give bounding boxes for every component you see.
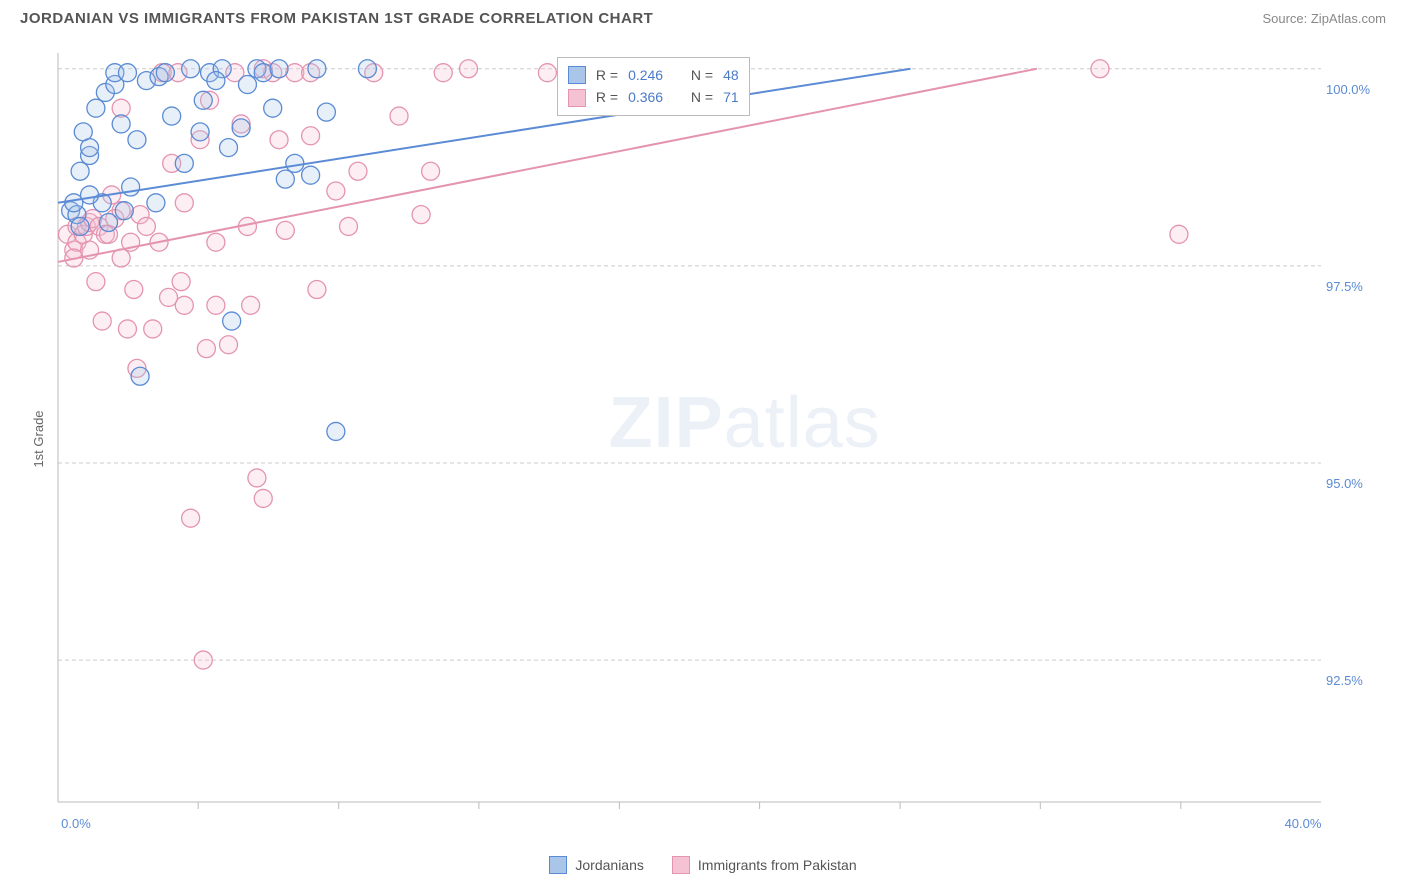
data-point [163, 107, 181, 125]
data-point [459, 60, 477, 78]
r-value-b: 0.366 [628, 86, 663, 108]
data-point [194, 651, 212, 669]
data-point [270, 60, 288, 78]
data-point [308, 281, 326, 299]
data-point [87, 273, 105, 291]
data-point [286, 154, 304, 172]
data-point [254, 489, 272, 507]
data-point [172, 273, 190, 291]
svg-text:100.0%: 100.0% [1326, 82, 1371, 97]
data-point [71, 162, 89, 180]
r-label: R = [596, 86, 618, 108]
data-point [147, 194, 165, 212]
data-point [175, 194, 193, 212]
chart-area: 1st Grade ZIPatlas 92.5%95.0%97.5%100.0%… [50, 45, 1386, 832]
legend-label-pakistan: Immigrants from Pakistan [698, 857, 857, 873]
data-point [81, 139, 99, 157]
r-label: R = [596, 64, 618, 86]
data-point [128, 131, 146, 149]
data-point [125, 281, 143, 299]
svg-text:95.0%: 95.0% [1326, 476, 1363, 491]
svg-text:92.5%: 92.5% [1326, 673, 1363, 688]
legend-item-jordanians: Jordanians [549, 856, 644, 874]
data-point [1091, 60, 1109, 78]
data-point [308, 60, 326, 78]
data-point [156, 64, 174, 82]
data-point [115, 202, 133, 220]
data-point [327, 422, 345, 440]
chart-title: JORDANIAN VS IMMIGRANTS FROM PAKISTAN 1S… [20, 10, 653, 27]
data-point [434, 64, 452, 82]
svg-text:40.0%: 40.0% [1285, 816, 1322, 831]
data-point [175, 296, 193, 314]
data-point [302, 166, 320, 184]
stats-legend-row-b: R = 0.366 N = 71 [568, 86, 739, 108]
data-point [182, 60, 200, 78]
data-point [197, 340, 215, 358]
regression-line [58, 69, 911, 203]
data-point [87, 99, 105, 117]
data-point [270, 131, 288, 149]
data-point [93, 312, 111, 330]
data-point [144, 320, 162, 338]
data-point [412, 206, 430, 224]
bottom-legend: Jordanians Immigrants from Pakistan [0, 856, 1406, 874]
data-point [118, 320, 136, 338]
data-point [349, 162, 367, 180]
data-point [112, 115, 130, 133]
data-point [422, 162, 440, 180]
legend-label-jordanians: Jordanians [575, 857, 644, 873]
n-value-b: 71 [723, 86, 739, 108]
n-label: N = [691, 86, 713, 108]
n-label: N = [691, 64, 713, 86]
data-point [254, 64, 272, 82]
swatch-jordanians [568, 66, 586, 84]
data-point [327, 182, 345, 200]
stats-legend: R = 0.246 N = 48 R = 0.366 N = 71 [557, 57, 750, 116]
data-point [175, 154, 193, 172]
data-point [276, 221, 294, 239]
data-point [100, 214, 118, 232]
data-point [358, 60, 376, 78]
data-point [220, 139, 238, 157]
data-point [390, 107, 408, 125]
y-axis-label: 1st Grade [31, 410, 46, 467]
data-point [1170, 225, 1188, 243]
data-point [223, 312, 241, 330]
swatch-pakistan [672, 856, 690, 874]
data-point [207, 296, 225, 314]
data-point [118, 64, 136, 82]
svg-text:97.5%: 97.5% [1326, 279, 1363, 294]
data-point [248, 469, 266, 487]
data-point [194, 91, 212, 109]
data-point [538, 64, 556, 82]
data-point [207, 72, 225, 90]
data-point [276, 170, 294, 188]
data-point [302, 127, 320, 145]
data-point [182, 509, 200, 527]
scatter-plot: 92.5% 95.0% 97.5% 100.0% 0.0% 40.0% [50, 45, 1386, 832]
r-value-a: 0.246 [628, 64, 663, 86]
data-point [339, 217, 357, 235]
stats-legend-row-a: R = 0.246 N = 48 [568, 64, 739, 86]
data-point [317, 103, 335, 121]
data-point [81, 186, 99, 204]
svg-text:0.0%: 0.0% [61, 816, 91, 831]
data-point [131, 367, 149, 385]
legend-item-pakistan: Immigrants from Pakistan [672, 856, 857, 874]
data-point [220, 336, 238, 354]
data-point [137, 217, 155, 235]
data-point [242, 296, 260, 314]
data-point [232, 119, 250, 137]
swatch-pakistan [568, 89, 586, 107]
data-point [238, 76, 256, 94]
source-label: Source: ZipAtlas.com [1262, 11, 1386, 26]
data-point [207, 233, 225, 251]
data-point [191, 123, 209, 141]
data-point [71, 217, 89, 235]
n-value-a: 48 [723, 64, 739, 86]
data-point [264, 99, 282, 117]
swatch-jordanians [549, 856, 567, 874]
